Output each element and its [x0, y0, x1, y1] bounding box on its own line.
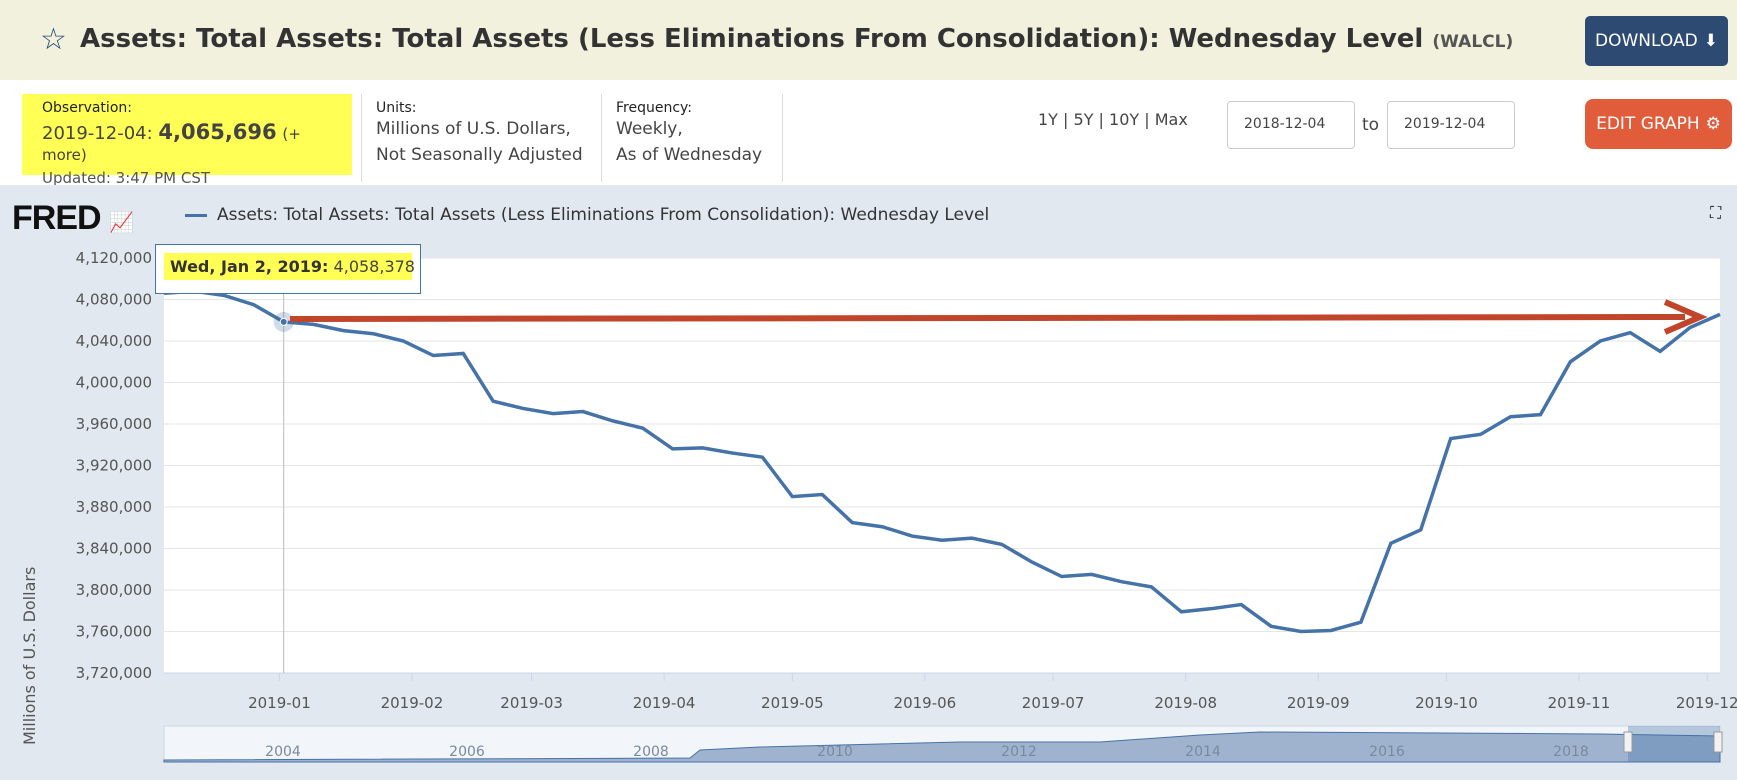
x-tick-label: 2019-05	[761, 694, 824, 712]
y-axis-label: Millions of U.S. Dollars	[20, 566, 39, 745]
series-title: Assets: Total Assets: Total Assets (Less…	[80, 24, 1424, 54]
hover-point	[279, 317, 288, 326]
fred-logo: FRED 📈	[12, 199, 134, 238]
info-bar: Observation: 2019-12-04: 4,065,696 (+ mo…	[0, 80, 1737, 187]
y-tick-label: 4,080,000	[76, 291, 152, 309]
navigator-year-label: 2016	[1369, 744, 1405, 760]
legend-label: Assets: Total Assets: Total Assets (Less…	[217, 205, 990, 225]
updated-time: Updated: 3:47 PM CST	[42, 169, 211, 187]
navigator-year-label: 2012	[1001, 744, 1037, 760]
header: ☆ Assets: Total Assets: Total Assets (Le…	[0, 0, 1737, 80]
edit-graph-label: EDIT GRAPH	[1596, 114, 1700, 134]
x-tick-label: 2019-11	[1548, 694, 1611, 712]
y-tick-label: 3,760,000	[76, 623, 152, 641]
x-tick-label: 2019-07	[1022, 694, 1085, 712]
end-date-input[interactable]: 2019-12-04	[1387, 101, 1515, 149]
start-date-input[interactable]: 2018-12-04	[1227, 101, 1355, 149]
range-buttons[interactable]: 1Y | 5Y | 10Y | Max	[1038, 110, 1188, 129]
navigator-year-label: 2014	[1185, 744, 1221, 760]
x-tick-label: 2019-04	[633, 694, 696, 712]
tooltip-date: Wed, Jan 2, 2019:	[170, 257, 329, 276]
download-label: DOWNLOAD	[1595, 31, 1698, 51]
tooltip: Wed, Jan 2, 2019: 4,058,378	[155, 244, 421, 294]
y-tick-label: 3,880,000	[76, 498, 152, 516]
x-tick-label: 2019-02	[381, 694, 444, 712]
navigator-year-label: 2010	[817, 744, 853, 760]
legend-line-icon	[185, 213, 207, 217]
x-tick-label: 2019-09	[1287, 694, 1350, 712]
navigator-year-label: 2004	[265, 744, 301, 760]
chart-area: 4,120,000 4,080,000 4,040,000 4,000,000 3,96…	[0, 185, 1737, 780]
frequency-label: Frequency:	[616, 100, 693, 116]
navigator-year-label: 2018	[1553, 744, 1589, 760]
y-tick-label: 4,000,000	[76, 374, 152, 392]
observation-date: 2019-12-04:	[42, 123, 153, 144]
frequency-line1: Weekly,	[616, 119, 683, 139]
observation-label: Observation:	[42, 100, 132, 116]
page-title: Assets: Total Assets: Total Assets (Less…	[80, 24, 1513, 54]
x-tick-label: 2019-10	[1415, 694, 1478, 712]
observation-box: Observation: 2019-12-04: 4,065,696 (+ mo…	[22, 94, 352, 187]
y-tick-label: 3,920,000	[76, 457, 152, 475]
x-tick-label: 2019-06	[894, 694, 957, 712]
units-label: Units:	[376, 100, 417, 116]
fullscreen-icon[interactable]: ⛶	[1710, 203, 1722, 222]
chart-legend[interactable]: Assets: Total Assets: Total Assets (Less…	[185, 205, 989, 225]
fred-logo-text: FRED	[12, 199, 102, 237]
frequency-info: Frequency: Weekly, As of Wednesday	[601, 94, 783, 182]
download-icon: ⬇	[1703, 31, 1718, 51]
edit-graph-button[interactable]: EDIT GRAPH ⚙	[1585, 99, 1732, 149]
x-tick-label: 2019-01	[248, 694, 311, 712]
to-label: to	[1362, 115, 1380, 135]
y-tick-label: 3,840,000	[76, 540, 152, 558]
observation-value: 4,065,696	[158, 120, 277, 144]
y-tick-label: 3,800,000	[76, 581, 152, 599]
gear-icon: ⚙	[1705, 114, 1721, 134]
download-button[interactable]: DOWNLOAD ⬇	[1585, 16, 1728, 66]
arrow-head-icon	[1663, 299, 1708, 335]
tooltip-value: 4,058,378	[333, 257, 415, 276]
series-line	[163, 289, 1721, 634]
x-tick-label: 2019-08	[1154, 694, 1217, 712]
navigator-series	[163, 731, 1721, 763]
units-info: Units: Millions of U.S. Dollars, Not Sea…	[361, 94, 597, 182]
series-id: (WALCL)	[1432, 32, 1514, 52]
chart-svg: 4,120,000 4,080,000 4,040,000 4,000,000 3,96…	[76, 249, 1737, 763]
star-icon[interactable]: ☆	[40, 22, 67, 57]
navigator-year-label: 2006	[449, 744, 485, 760]
navigator-selection	[1628, 726, 1720, 762]
y-tick-label: 4,040,000	[76, 332, 152, 350]
units-line2: Not Seasonally Adjusted	[376, 145, 583, 165]
frequency-line2: As of Wednesday	[616, 145, 763, 165]
y-tick-label: 3,720,000	[76, 664, 152, 682]
y-tick-label: 3,960,000	[76, 415, 152, 433]
navigator-handle[interactable]	[1623, 731, 1633, 753]
chart-logo-icon: 📈	[109, 212, 134, 234]
units-line1: Millions of U.S. Dollars,	[376, 119, 571, 139]
navigator-handle[interactable]	[1713, 731, 1723, 753]
annotation-arrow	[289, 314, 1686, 322]
x-tick-label: 2019-12	[1676, 694, 1737, 712]
y-tick-label: 4,120,000	[76, 249, 152, 267]
navigator-year-label: 2008	[633, 744, 669, 760]
x-tick-label: 2019-03	[500, 694, 563, 712]
more-link[interactable]: (+ more)	[42, 125, 301, 164]
